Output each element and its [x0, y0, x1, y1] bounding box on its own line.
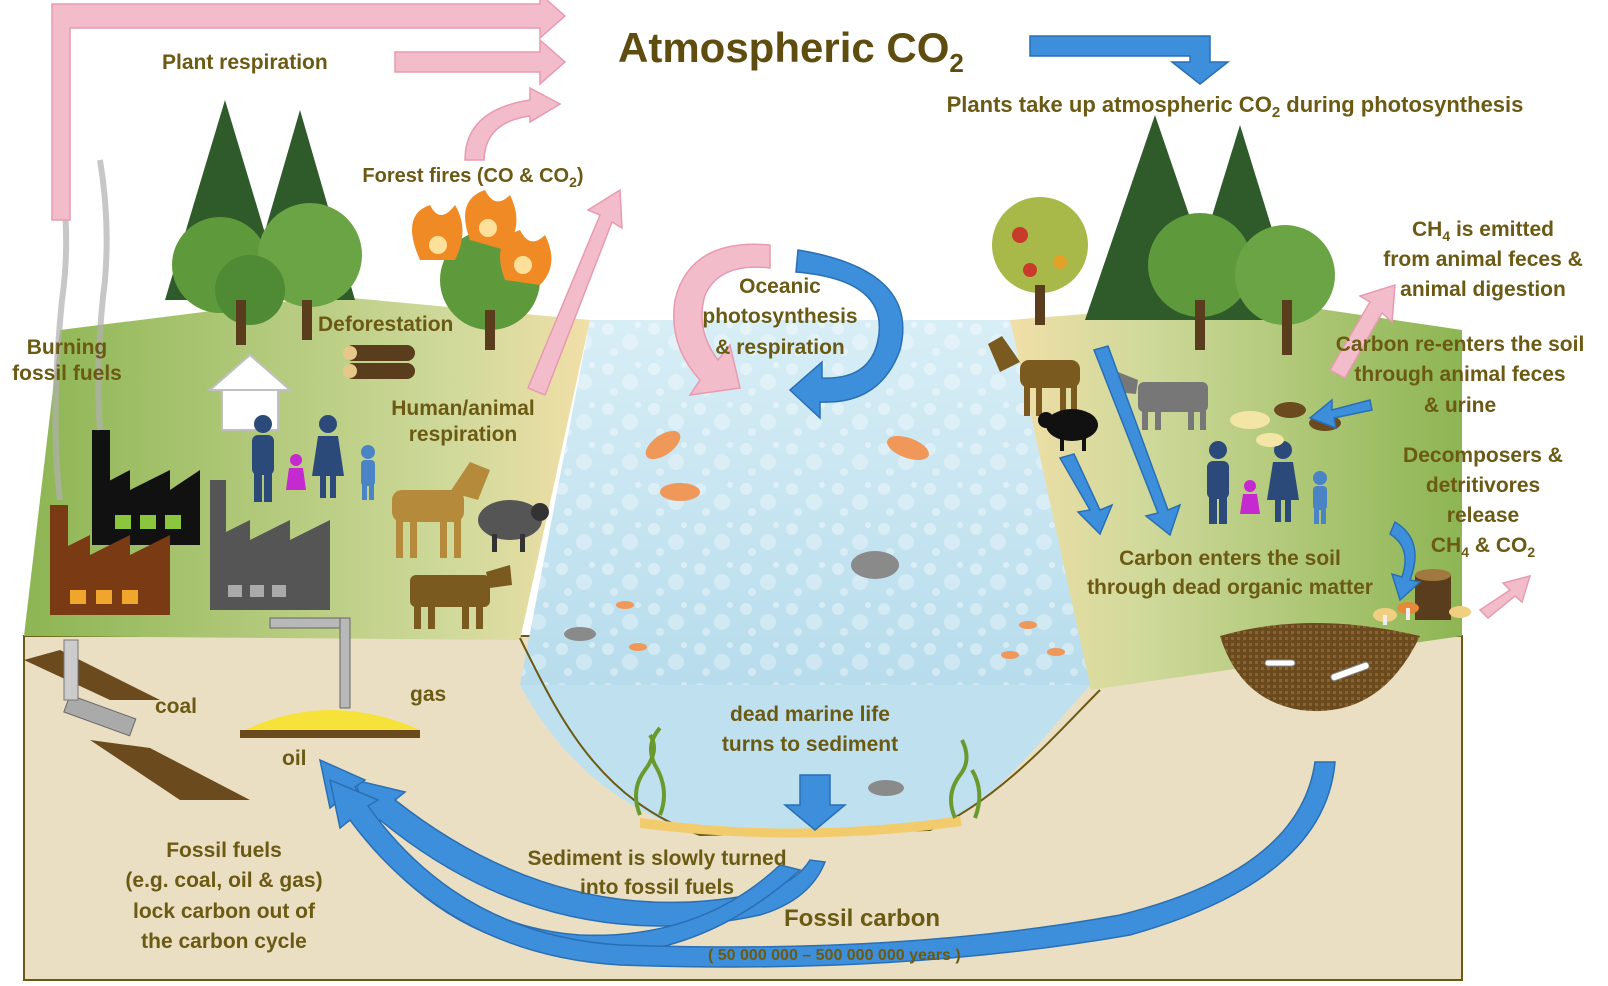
coal-seam-lower: [90, 740, 250, 800]
oceanic-respiration-arrow: [673, 243, 771, 396]
decomposition-pit: [1220, 623, 1420, 712]
label-line: fossil fuels: [12, 362, 122, 386]
label-dead-marine-life: dead marine life turns to sediment: [700, 700, 920, 761]
horse-icon-left: [392, 462, 490, 558]
tree-icon-left: [165, 100, 540, 350]
label-line: Carbon enters the soil: [1119, 547, 1341, 570]
label-line: lock carbon out of: [132, 899, 315, 923]
label-oil: oil: [282, 747, 307, 770]
label-carbon-enters-soil: Carbon enters the soil through dead orga…: [1080, 544, 1380, 603]
people-icon-left: [252, 415, 375, 502]
label-line: Oceanic: [739, 275, 821, 298]
title-atmospheric-co2: Atmospheric CO2: [618, 24, 964, 78]
cow-icon-left: [410, 565, 512, 629]
basin-outline: [519, 637, 1101, 837]
fire-icon: [412, 190, 552, 285]
label-decomposers-line3: release: [1447, 504, 1519, 527]
seaweed-icon: [634, 726, 982, 819]
tree-icon-right: [992, 115, 1335, 355]
label-line: Burning: [26, 336, 108, 359]
label-sediment: Sediment is slowly turned into fossil fu…: [512, 844, 802, 903]
fish-icon: [564, 430, 1065, 796]
coal-mine-shaft: [63, 694, 137, 737]
logs-icon: [343, 345, 415, 379]
label-line: & respiration: [715, 335, 845, 359]
label-oceanic: Oceanic photosynthesis & respiration: [700, 272, 860, 363]
mushroom-icon: [1373, 602, 1471, 625]
bones-icon: [1264, 659, 1370, 682]
label-line: Carbon re-enters the soil: [1335, 333, 1585, 356]
label-fossil-fuels-lock: Fossil fuels (e.g. coal, oil & gas) lock…: [104, 836, 344, 958]
factory-icon-brown: [50, 505, 170, 615]
label-ch4-emitted-line2: from animal feces &: [1383, 248, 1583, 271]
pipe-horizontal: [269, 617, 351, 629]
label-human-animal-respiration: Human/animal respiration: [388, 396, 538, 449]
oil-bedrock: [240, 730, 420, 738]
label-line: turns to sediment: [721, 733, 899, 757]
label-decomposers-line1: Decomposers &: [1403, 444, 1563, 467]
label-line: (e.g. coal, oil & gas): [125, 869, 323, 893]
label-line: into fossil fuels: [579, 876, 734, 900]
label-line: Human/animal: [391, 397, 535, 420]
label-deforestation: Deforestation: [318, 313, 454, 336]
label-carbon-reenters-soil: Carbon re-enters the soil through animal…: [1325, 330, 1595, 421]
label-ch4-emitted-line3: animal digestion: [1400, 278, 1566, 301]
factory-icon-black: [92, 430, 200, 545]
label-line: through dead organic matter: [1087, 576, 1373, 600]
people-icon-right: [1207, 441, 1327, 524]
horse-icon-right: [988, 336, 1080, 416]
feces-icon: [1230, 402, 1341, 447]
label-line: dead marine life: [730, 703, 890, 726]
label-line: Sediment is slowly turned: [527, 847, 787, 870]
label-decomposers-line4: CH4 & CO2: [1431, 534, 1535, 560]
label-decomposers-line2: detritivores: [1426, 474, 1540, 497]
ocean-bubbles: [520, 320, 1090, 685]
uptake-arrows: [318, 35, 1422, 968]
seabed-sediment: [640, 816, 962, 838]
label-forest-fires: Forest fires (CO & CO2): [362, 165, 583, 190]
emission-arrows: [51, 0, 1532, 620]
label-plants-uptake: Plants take up atmospheric CO2 during ph…: [947, 92, 1524, 121]
label-line: through animal feces: [1354, 363, 1566, 387]
label-ch4-emitted-line1: CH4 is emitted: [1412, 218, 1554, 244]
sheep-icon-left: [478, 500, 549, 552]
coal-seam: [24, 650, 160, 700]
label-line: & urine: [1423, 393, 1497, 417]
label-years: ( 50 000 000 – 500 000 000 years ): [708, 947, 961, 964]
label-gas: gas: [410, 683, 447, 706]
label-line: Fossil fuels: [166, 839, 282, 862]
label-burning-fossil-fuels: Burning fossil fuels: [12, 335, 122, 388]
label-line: the carbon cycle: [141, 930, 307, 954]
pipe-vertical: [339, 617, 351, 709]
label-line: photosynthesis: [702, 305, 858, 329]
sheep-icon-right: [1038, 409, 1098, 451]
label-coal: coal: [155, 695, 198, 718]
oil-deposit: [245, 710, 420, 730]
label-line: respiration: [408, 423, 518, 447]
factory-icon-grey: [210, 480, 330, 610]
label-plant-respiration: Plant respiration: [162, 51, 328, 74]
stump-icon: [1415, 569, 1451, 620]
label-fossil-carbon: Fossil carbon: [784, 905, 941, 932]
mine-pipe: [63, 639, 79, 701]
